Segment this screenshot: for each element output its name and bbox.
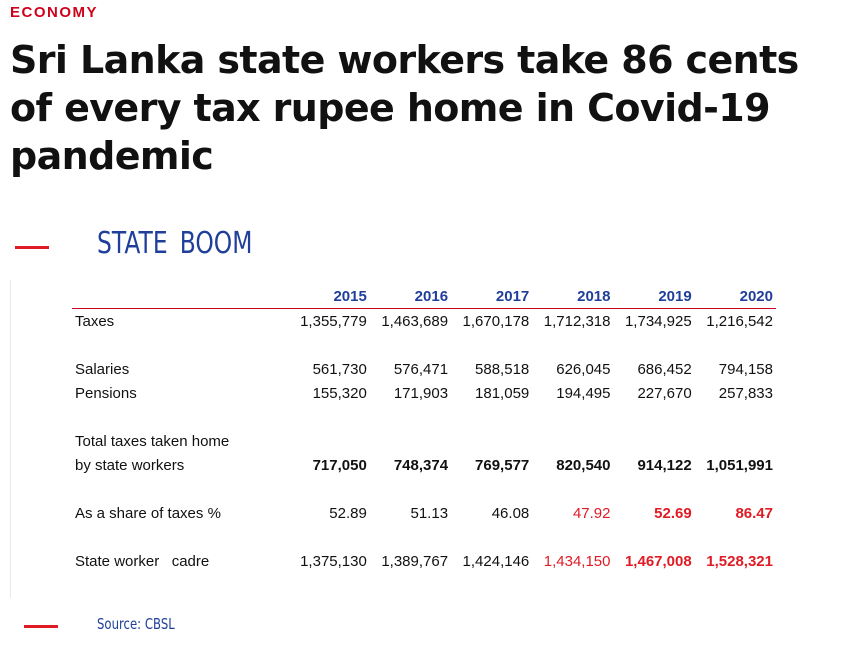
row-label: Taxes [75, 312, 115, 330]
spacer-row [72, 405, 776, 429]
source-note: Source: CBSL [97, 615, 175, 633]
table-cell: 914,122 [637, 456, 692, 474]
spacer-row [72, 333, 776, 357]
table-cell: 769,577 [475, 456, 530, 474]
table-row-cadre: State worker cadre 1,375,130 1,389,767 1… [72, 549, 776, 573]
section-kicker[interactable]: ECONOMY [10, 4, 99, 21]
table-cell-highlight: 47.92 [572, 504, 611, 522]
row-label: State worker cadre [75, 552, 210, 570]
row-label: Pensions [75, 384, 137, 402]
header-year-2019: 2019 [658, 287, 692, 305]
spacer-row [72, 477, 776, 501]
table-cell: 51.13 [410, 504, 449, 522]
table-cell: 46.08 [491, 504, 530, 522]
table-cell-highlight: 1,528,321 [706, 552, 773, 570]
table-cell: 1,216,542 [706, 312, 773, 330]
frame-divider [10, 280, 11, 598]
table-cell: 686,452 [637, 360, 692, 378]
table-cell: 1,051,991 [706, 456, 773, 474]
table-row-share: As a share of taxes % 52.89 51.13 46.08 … [72, 501, 776, 525]
table-cell: 1,375,130 [300, 552, 367, 570]
table-cell: 576,471 [393, 360, 449, 378]
row-label: by state workers [75, 456, 185, 474]
headline: Sri Lanka state workers take 86 cents of… [10, 38, 799, 178]
table-header-row: 2015 2016 2017 2018 2019 2020 [72, 284, 776, 309]
table-cell: 1,712,318 [543, 312, 611, 330]
table-row-taxes: Taxes 1,355,779 1,463,689 1,670,178 1,71… [72, 309, 776, 334]
header-year-2016: 2016 [414, 287, 449, 305]
header-year-2017: 2017 [495, 287, 530, 305]
table-cell: 588,518 [475, 360, 530, 378]
table-cell: 227,670 [637, 384, 692, 402]
table-row-total-label: Total taxes taken home [72, 429, 776, 453]
table-cell: 748,374 [393, 456, 449, 474]
table-row-total: by state workers 717,050 748,374 769,577… [72, 453, 776, 477]
table-cell: 52.89 [329, 504, 367, 522]
table-cell: 561,730 [312, 360, 367, 378]
table-cell: 820,540 [556, 456, 611, 474]
header-year-2020: 2020 [739, 287, 773, 305]
table-cell-highlight: 86.47 [735, 504, 773, 522]
row-label: Total taxes taken home [75, 432, 230, 450]
table-cell-highlight: 1,434,150 [543, 552, 611, 570]
table-cell: 257,833 [718, 384, 773, 402]
table-cell: 1,734,925 [624, 312, 692, 330]
table-cell: 194,495 [556, 384, 611, 402]
table-cell: 155,320 [312, 384, 367, 402]
header-year-2018: 2018 [577, 287, 611, 305]
table-cell: 1,424,146 [462, 552, 530, 570]
row-label: As a share of taxes % [75, 504, 221, 522]
table-cell: 1,463,689 [381, 312, 449, 330]
table-cell-highlight: 52.69 [654, 504, 692, 522]
spacer-row [72, 525, 776, 549]
data-table: 2015 2016 2017 2018 2019 2020 Taxes 1,35… [72, 284, 776, 573]
table-cell: 626,045 [556, 360, 611, 378]
empty-cell [289, 429, 776, 453]
red-dash-decoration [24, 625, 58, 628]
table-cell: 171,903 [393, 384, 449, 402]
table-row-salaries: Salaries 561,730 576,471 588,518 626,045… [72, 357, 776, 381]
table-row-pensions: Pensions 155,320 171,903 181,059 194,495… [72, 381, 776, 405]
red-dash-decoration [15, 246, 49, 249]
table-cell: 1,355,779 [300, 312, 367, 330]
table-cell: 181,059 [475, 384, 530, 402]
header-year-2015: 2015 [333, 287, 367, 305]
table-cell: 717,050 [312, 456, 367, 474]
row-label: Salaries [75, 360, 130, 378]
table-title: STATE BOOM [97, 226, 253, 261]
header-label-cell [72, 284, 289, 309]
table-cell: 794,158 [718, 360, 773, 378]
table-cell-highlight: 1,467,008 [624, 552, 692, 570]
table-cell: 1,670,178 [462, 312, 530, 330]
table-cell: 1,389,767 [381, 552, 449, 570]
